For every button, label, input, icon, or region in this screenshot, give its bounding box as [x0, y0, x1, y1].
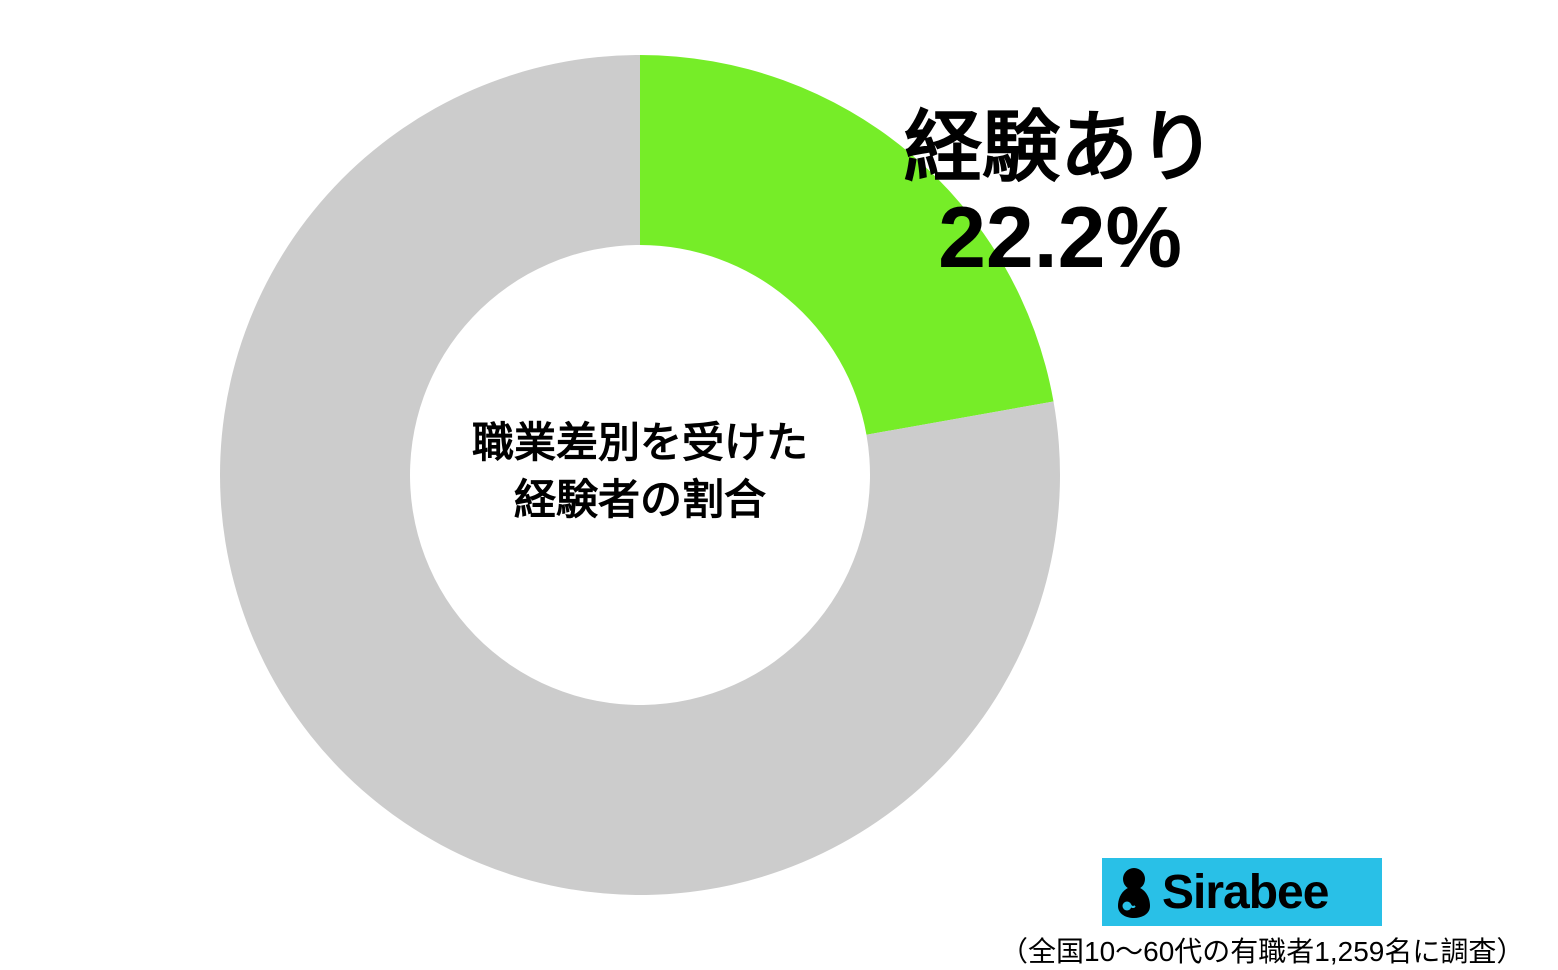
brand-logo-text: Sirabee — [1162, 865, 1328, 920]
sirabee-icon — [1112, 866, 1156, 918]
slice-label-line2: 22.2% — [820, 191, 1300, 286]
center-title: 職業差別を受けた 経験者の割合 — [380, 415, 900, 528]
chart-canvas: 職業差別を受けた 経験者の割合 経験あり 22.2% Sirabee （全国10… — [0, 0, 1558, 967]
slice-label-primary: 経験あり 22.2% — [820, 105, 1300, 285]
brand-logo: Sirabee — [1102, 858, 1382, 926]
survey-footnote: （全国10〜60代の有職者1,259名に調査） — [1000, 930, 1524, 970]
slice-label-line1: 経験あり — [820, 105, 1300, 191]
